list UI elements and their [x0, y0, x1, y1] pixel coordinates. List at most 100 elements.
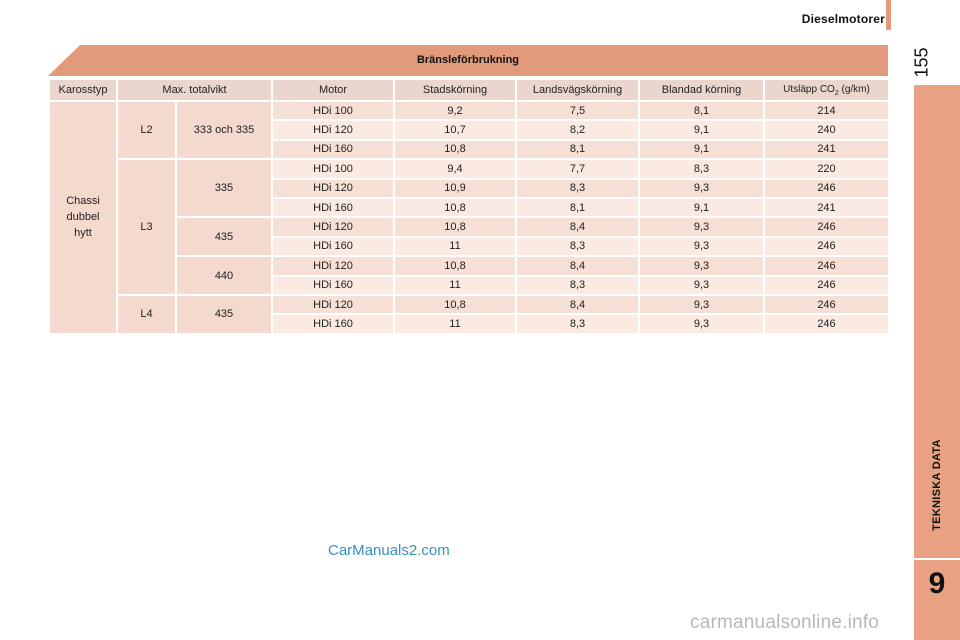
city-cell: 10,8 — [393, 196, 517, 219]
weight-cell: 435 — [175, 216, 273, 258]
table-row: 440 HDi 120 10,8 8,4 9,3 246 — [49, 255, 890, 296]
weight-cell: 440 — [175, 255, 273, 296]
length-cell: L3 — [116, 158, 177, 296]
motor-cell: HDi 100 — [271, 99, 395, 122]
highway-cell: 8,3 — [515, 274, 640, 296]
watermark-link[interactable]: CarManuals2.com — [328, 542, 450, 559]
length-cell: L4 — [116, 293, 177, 335]
mixed-cell: 9,3 — [638, 177, 765, 199]
motor-cell: HDi 160 — [271, 274, 395, 296]
col-header-max-totalvikt: Max. totalvikt — [116, 78, 273, 102]
mixed-cell: 8,3 — [638, 158, 765, 180]
mixed-cell: 9,1 — [638, 119, 765, 141]
section-title: Dieselmotorer — [801, 12, 885, 26]
highway-cell: 8,4 — [515, 255, 640, 277]
mixed-cell: 9,1 — [638, 138, 765, 161]
city-cell: 10,8 — [393, 216, 517, 238]
header-accent-bar — [886, 0, 891, 30]
highway-cell: 7,7 — [515, 158, 640, 180]
city-cell: 11 — [393, 313, 517, 335]
city-cell: 10,9 — [393, 177, 517, 199]
co2-cell: 246 — [763, 313, 890, 335]
table-row: HDi 120 10,7 8,2 9,1 240 — [49, 119, 890, 141]
city-cell: 11 — [393, 235, 517, 258]
highway-cell: 8,2 — [515, 119, 640, 141]
table-row: HDi 160 10,8 8,1 9,1 241 — [49, 138, 890, 161]
fuel-consumption-table: Karosstyp Max. totalvikt Motor Stadskörn… — [48, 78, 890, 335]
highway-cell: 8,1 — [515, 138, 640, 161]
mixed-cell: 9,3 — [638, 216, 765, 238]
motor-cell: HDi 120 — [271, 216, 395, 238]
mixed-cell: 9,1 — [638, 196, 765, 219]
co2-label: Utsläpp CO — [783, 83, 835, 95]
co2-cell: 246 — [763, 216, 890, 238]
motor-cell: HDi 160 — [271, 313, 395, 335]
city-cell: 10,8 — [393, 255, 517, 277]
weight-cell: 435 — [175, 293, 273, 335]
highway-cell: 8,3 — [515, 177, 640, 199]
city-cell: 9,4 — [393, 158, 517, 180]
co2-cell: 246 — [763, 255, 890, 277]
table-row: Chassi dubbel hytt L2 333 och 335 HDi 10… — [48, 99, 890, 335]
col-header-co2: Utsläpp CO2 (g/km) — [763, 78, 890, 102]
table-title-band — [48, 45, 888, 76]
co2-cell: 246 — [763, 235, 890, 258]
mixed-cell: 9,3 — [638, 235, 765, 258]
highway-cell: 8,3 — [515, 313, 640, 335]
motor-cell: HDi 120 — [271, 177, 395, 199]
highway-cell: 8,4 — [515, 293, 640, 316]
chapter-tab-divider — [914, 558, 960, 560]
highway-cell: 8,3 — [515, 235, 640, 258]
motor-cell: HDi 160 — [271, 196, 395, 219]
highway-cell: 8,1 — [515, 196, 640, 219]
table-title: Bränsleförbrukning — [416, 54, 520, 66]
table-row: HDi 160 11 8,3 9,3 246 — [49, 235, 890, 258]
co2-cell: 246 — [763, 274, 890, 296]
co2-cell: 220 — [763, 158, 890, 180]
col-header-karosstyp: Karosstyp — [48, 78, 118, 102]
col-header-motor: Motor — [271, 78, 395, 102]
highway-cell: 8,4 — [515, 216, 640, 238]
co2-cell: 241 — [763, 138, 890, 161]
col-header-stadskorning: Stadskörning — [393, 78, 517, 102]
table-header-row: Karosstyp Max. totalvikt Motor Stadskörn… — [48, 78, 890, 102]
weight-cell: 335 — [175, 158, 273, 219]
chapter-tab-label-text: TEKNISKA DATA — [931, 439, 944, 531]
co2-cell: 246 — [763, 293, 890, 316]
col-header-blandad-korning: Blandad körning — [638, 78, 765, 102]
length-cell: L2 — [116, 99, 177, 161]
mixed-cell: 9,3 — [638, 313, 765, 335]
highway-cell: 7,5 — [515, 99, 640, 122]
city-cell: 10,8 — [393, 293, 517, 316]
motor-cell: HDi 120 — [271, 119, 395, 141]
co2-subscript: 2 — [834, 89, 839, 97]
body-type-label: Chassi dubbel hytt — [66, 195, 100, 240]
co2-cell: 240 — [763, 119, 890, 141]
table-row: 435 HDi 120 10,8 8,4 9,3 246 — [49, 216, 890, 258]
chapter-tab-label: TEKNISKA DATA — [914, 420, 960, 550]
co2-cell: 241 — [763, 196, 890, 219]
table-row: HDi 160 10,8 8,1 9,1 241 — [49, 196, 890, 219]
city-cell: 11 — [393, 274, 517, 296]
page-number: 155 — [902, 40, 942, 84]
table-row: HDi 160 11 8,3 9,3 246 — [49, 313, 890, 335]
co2-cell: 214 — [763, 99, 890, 122]
weight-cell: 333 och 335 — [175, 99, 273, 161]
page-number-text: 155 — [911, 46, 932, 78]
mixed-cell: 9,3 — [638, 293, 765, 316]
co2-cell: 246 — [763, 177, 890, 199]
mixed-cell: 8,1 — [638, 99, 765, 122]
site-footer-watermark: carmanualsonline.info — [690, 612, 880, 633]
motor-cell: HDi 120 — [271, 255, 395, 277]
table-row: HDi 120 10,9 8,3 9,3 246 — [49, 177, 890, 199]
co2-unit: (g/km) — [838, 83, 870, 95]
chapter-side-tab — [914, 85, 960, 640]
col-header-landsvagskorning: Landsvägskörning — [515, 78, 640, 102]
table-row: L3 335 HDi 100 9,4 7,7 8,3 220 — [49, 158, 890, 296]
city-cell: 10,7 — [393, 119, 517, 141]
body-type-cell: Chassi dubbel hytt — [48, 100, 118, 335]
city-cell: 10,8 — [393, 138, 517, 161]
motor-cell: HDi 160 — [271, 235, 395, 258]
motor-cell: HDi 120 — [271, 293, 395, 316]
table-row: HDi 160 11 8,3 9,3 246 — [49, 274, 890, 296]
